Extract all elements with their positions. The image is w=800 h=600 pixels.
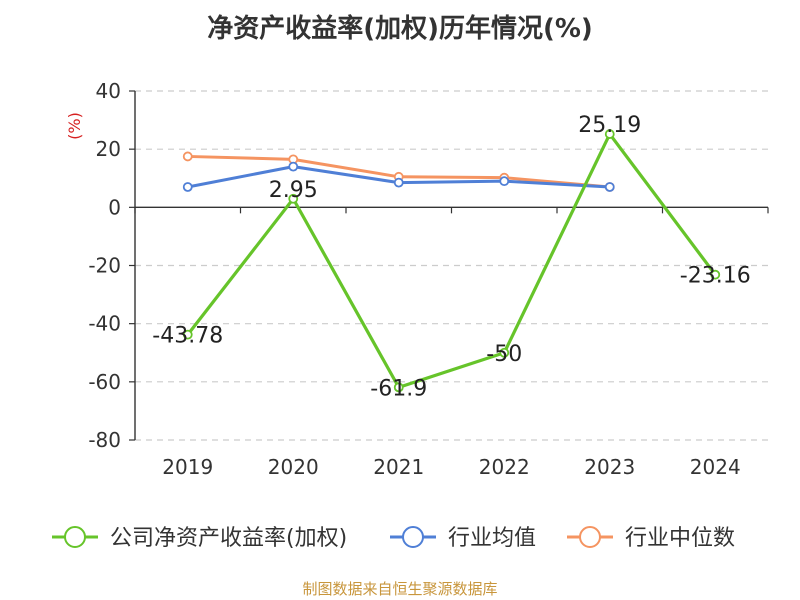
legend-label: 行业均值 — [448, 526, 536, 551]
y-tick-label: 40 — [96, 79, 121, 103]
source-note: 制图数据来自恒生聚源数据库 — [302, 580, 498, 598]
data-label: -43.78 — [152, 324, 223, 349]
x-tick-label: 2024 — [690, 455, 741, 479]
x-tick-label: 2022 — [479, 455, 530, 479]
data-point — [710, 269, 721, 280]
legend: 公司净资产收益率(加权) 行业均值 行业中位数 — [52, 526, 735, 551]
axes: 40 20 0 -20 -40 -60 -80 2019 2020 2021 2022 2023 202… — [88, 79, 769, 479]
data-labels: -43.78 2.95 -61.9 -50 25.19 -23.16 — [152, 113, 750, 401]
legend-label: 行业中位数 — [625, 526, 735, 551]
x-tick-label: 2023 — [584, 455, 635, 479]
legend-marker — [402, 526, 424, 548]
data-point — [288, 161, 299, 172]
data-label: 25.19 — [578, 113, 641, 138]
data-point — [182, 182, 193, 192]
data-label: -50 — [486, 342, 522, 367]
legend-marker — [579, 526, 601, 548]
data-point — [182, 151, 193, 162]
data-point — [393, 177, 404, 188]
data-point — [604, 129, 615, 139]
data-point — [393, 382, 404, 393]
data-point — [288, 193, 299, 204]
data-label: -23.16 — [680, 264, 751, 289]
data-point — [182, 329, 193, 340]
grid-lines — [135, 90, 768, 441]
data-label: -61.9 — [370, 376, 427, 401]
y-axis-unit-label: (%) — [65, 112, 84, 140]
y-tick-label: -60 — [88, 370, 121, 394]
y-tick-label: -80 — [88, 428, 121, 452]
series — [182, 129, 721, 393]
legend-label: 公司净资产收益率(加权) — [110, 526, 347, 551]
data-point — [499, 176, 510, 187]
x-tick-label: 2021 — [373, 455, 424, 479]
y-tick-label: -20 — [88, 254, 121, 278]
x-tick-label: 2020 — [268, 455, 319, 479]
y-tick-label: -40 — [88, 312, 121, 336]
data-point — [604, 182, 615, 192]
y-tick-label: 0 — [108, 195, 121, 219]
x-tick-label: 2019 — [162, 455, 213, 479]
legend-marker — [64, 526, 86, 548]
chart-title: 净资产收益率(加权)历年情况(%) — [207, 14, 593, 44]
data-point — [499, 347, 510, 358]
series-line-0 — [186, 132, 717, 389]
data-label: 2.95 — [269, 178, 318, 203]
y-tick-label: 20 — [96, 137, 121, 161]
